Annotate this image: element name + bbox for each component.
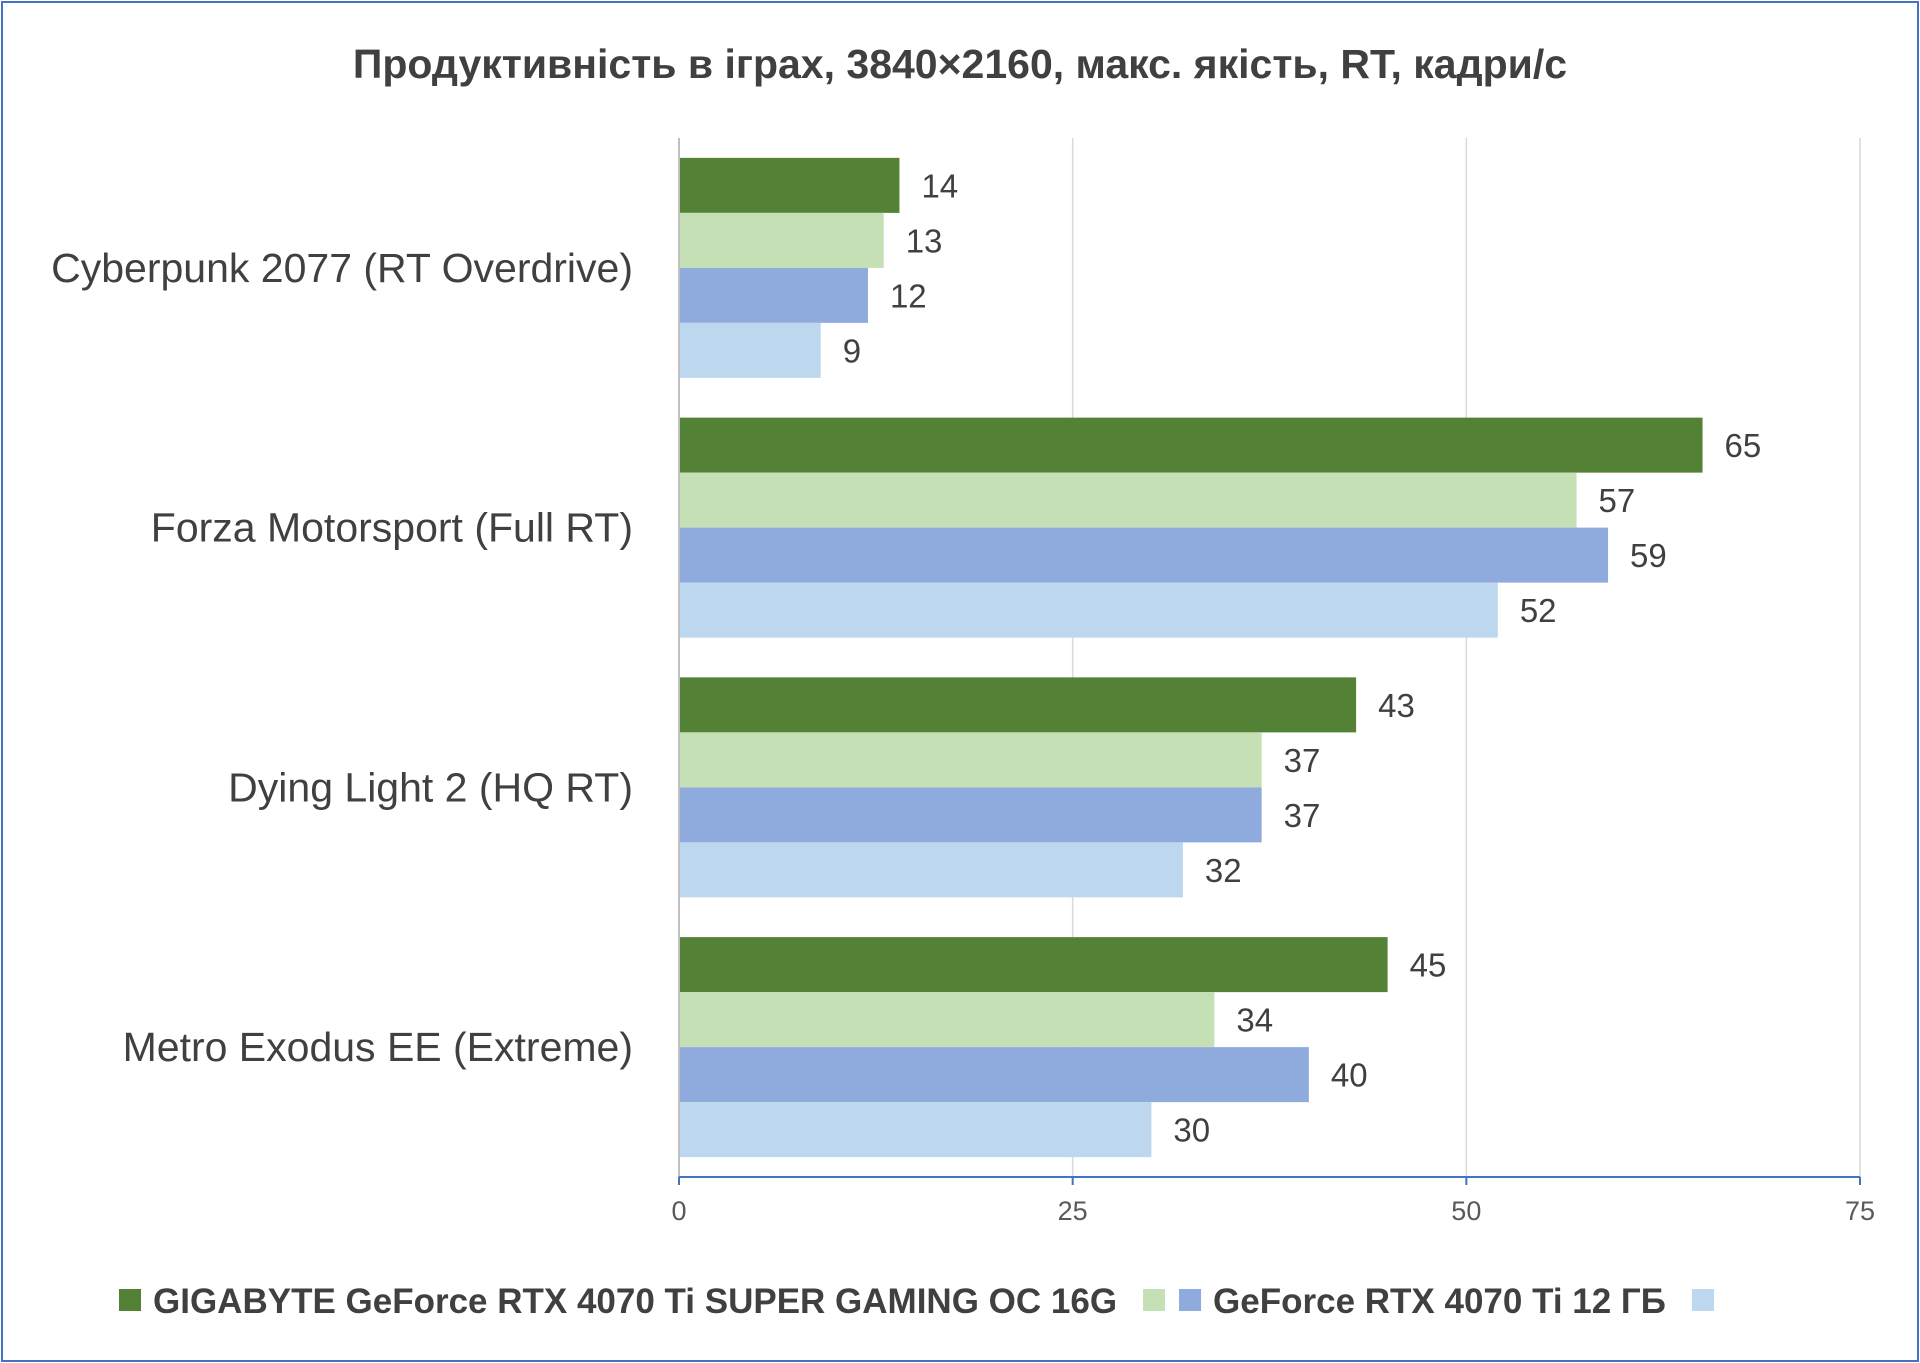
category-label: Metro Exodus EE (Extreme) [123, 1024, 633, 1070]
bar [679, 417, 1703, 473]
data-label: 43 [1378, 687, 1415, 724]
bar [679, 157, 900, 213]
x-tick-label: 25 [1058, 1196, 1088, 1226]
legend-swatch [119, 1289, 141, 1311]
chart-title: Продуктивність в іграх, 3840×2160, макс.… [353, 41, 1567, 87]
bar [679, 842, 1183, 898]
bar [679, 267, 868, 323]
data-label: 57 [1599, 482, 1636, 519]
data-label: 37 [1284, 797, 1321, 834]
bar [679, 937, 1388, 993]
data-label: 65 [1725, 427, 1762, 464]
category-labels: Cyberpunk 2077 (RT Overdrive) Forza Motor… [51, 245, 633, 1070]
data-label: 32 [1205, 852, 1242, 889]
data-label: 30 [1173, 1112, 1210, 1149]
legend-swatch [1691, 1289, 1714, 1311]
legend-swatch [1179, 1289, 1202, 1311]
data-label: 9 [843, 332, 861, 369]
x-tick-label: 0 [671, 1196, 686, 1226]
data-label: 37 [1284, 742, 1321, 779]
category-label: Forza Motorsport (Full RT) [151, 505, 633, 551]
x-tick-label: 50 [1451, 1196, 1481, 1226]
bar [679, 677, 1357, 733]
legend: GIGABYTE GeForce RTX 4070 Ti SUPER GAMIN… [119, 1282, 1714, 1321]
x-tick-label: 75 [1845, 1196, 1875, 1226]
legend-label: GIGABYTE GeForce RTX 4070 Ti SUPER GAMIN… [153, 1282, 1117, 1321]
bar [679, 1047, 1309, 1103]
data-label: 14 [921, 167, 958, 204]
category-label: Dying Light 2 (HQ RT) [228, 764, 633, 810]
bar [679, 1102, 1152, 1158]
legend-label: GeForce RTX 4070 Ti 12 ГБ [1213, 1282, 1666, 1321]
x-axis: 0 25 50 75 [671, 138, 1875, 1226]
bar [679, 787, 1262, 843]
bar [679, 472, 1577, 528]
bar [679, 527, 1609, 583]
bar [679, 322, 821, 378]
category-label: Cyberpunk 2077 (RT Overdrive) [51, 245, 633, 291]
legend-swatch [1143, 1289, 1166, 1311]
data-label: 52 [1520, 592, 1557, 629]
data-label: 59 [1630, 537, 1667, 574]
bar [679, 212, 884, 268]
data-label: 12 [890, 277, 927, 314]
data-label: 34 [1236, 1002, 1273, 1039]
data-label: 40 [1331, 1057, 1368, 1094]
bar [679, 732, 1262, 788]
bar [679, 992, 1215, 1048]
data-label: 13 [906, 222, 943, 259]
data-label: 45 [1410, 947, 1447, 984]
bar [679, 582, 1498, 638]
data-labels: 14 13 12 9 65 57 59 52 43 37 37 32 45 34 40 30 [843, 167, 1762, 1148]
bars [679, 157, 1703, 1158]
